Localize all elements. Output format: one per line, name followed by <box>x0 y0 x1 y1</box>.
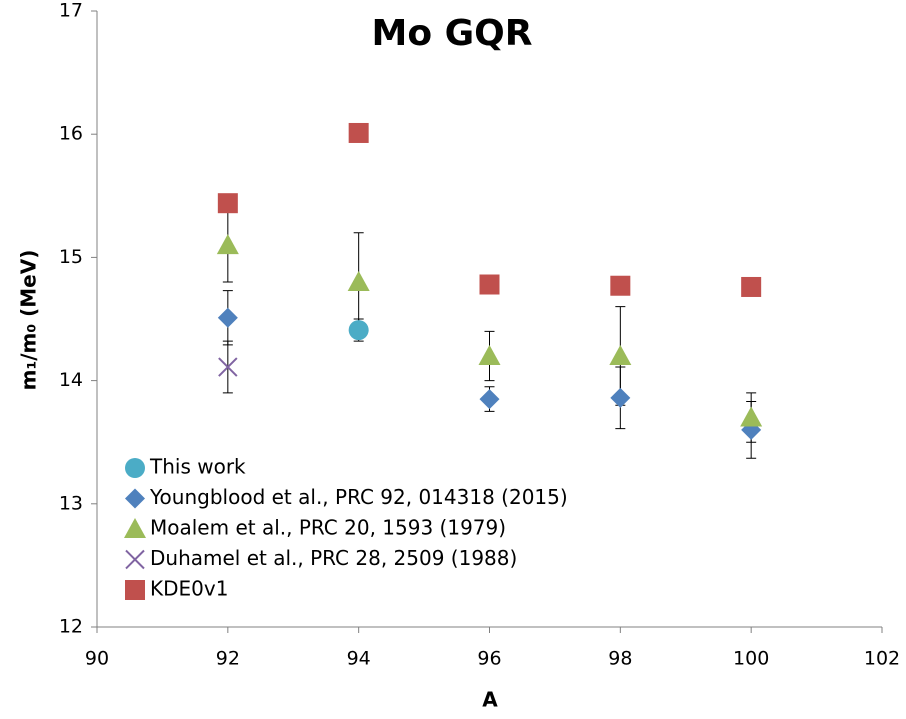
marker <box>610 387 631 408</box>
chart-title: Mo GQR <box>372 13 533 54</box>
y-axis-label: m₁/m₀ (MeV) <box>17 250 41 391</box>
marker <box>610 275 631 296</box>
marker <box>609 344 632 365</box>
y-tick-label: 12 <box>59 616 83 638</box>
x-tick-label: 98 <box>608 648 632 670</box>
legend-label: This work <box>149 455 246 479</box>
marker <box>347 271 370 292</box>
x-tick-label: 102 <box>864 648 900 670</box>
marker <box>479 274 500 295</box>
marker <box>348 320 369 341</box>
x-tick-label: 96 <box>477 648 501 670</box>
legend-label: KDE0v1 <box>150 577 228 601</box>
legend-marker <box>125 458 145 478</box>
legend-label: Duhamel et al., PRC 28, 2509 (1988) <box>150 546 517 570</box>
marker <box>740 406 763 427</box>
marker <box>216 234 239 255</box>
y-tick-label: 14 <box>59 369 83 391</box>
y-tick-label: 16 <box>59 123 83 145</box>
marker <box>217 193 238 214</box>
legend-label: Youngblood et al., PRC 92, 014318 (2015) <box>149 485 568 509</box>
marker <box>348 122 369 143</box>
y-tick-label: 17 <box>59 0 83 22</box>
legend-marker <box>125 549 145 570</box>
x-axis-label: A <box>482 688 498 712</box>
marker <box>217 307 238 328</box>
legend-marker <box>124 518 146 538</box>
marker <box>218 357 238 377</box>
marker <box>479 389 500 410</box>
x-tick-label: 90 <box>85 648 109 670</box>
x-tick-label: 94 <box>347 648 371 670</box>
x-tick-label: 100 <box>733 648 769 670</box>
y-tick-label: 13 <box>59 492 83 514</box>
legend-marker <box>125 488 145 509</box>
marker <box>478 344 501 365</box>
marker <box>741 276 762 297</box>
legend-marker <box>125 580 145 600</box>
legend-label: Moalem et al., PRC 20, 1593 (1979) <box>150 516 506 540</box>
x-tick-label: 92 <box>216 648 240 670</box>
y-tick-label: 15 <box>59 246 83 268</box>
